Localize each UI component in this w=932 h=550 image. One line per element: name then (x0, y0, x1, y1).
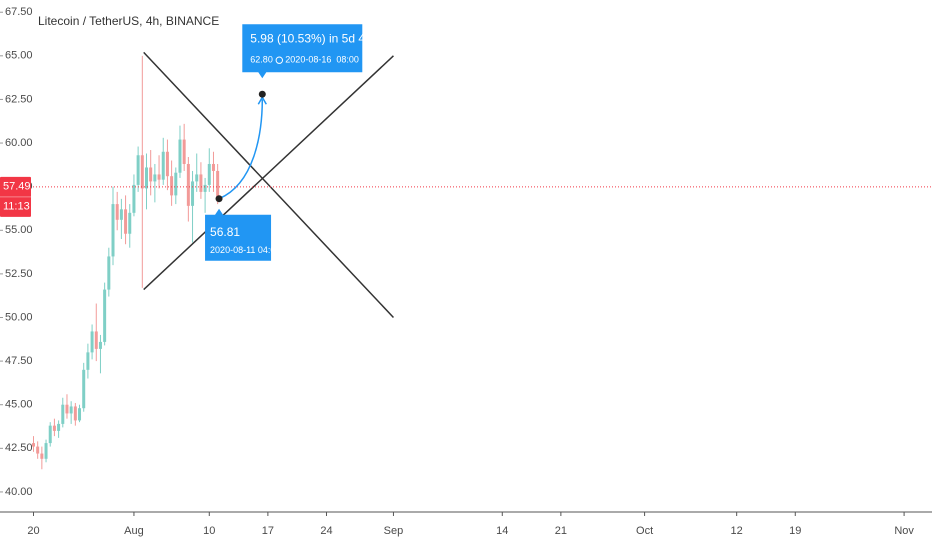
end-label: 5.98 (10.53%) in 5d 4h 62.80 2020-08-16 08… (242, 24, 372, 79)
candle-body (115, 204, 119, 220)
candle-body (203, 184, 207, 192)
candle-body (153, 174, 157, 182)
candle-body (111, 204, 115, 257)
candle-body (216, 170, 220, 199)
x-tick-label: 20 (27, 525, 39, 537)
candle-body (36, 446, 40, 454)
countdown-label: 11:13 (3, 201, 30, 213)
candle-body (161, 151, 165, 180)
candle-body (78, 408, 82, 421)
y-tick-label: 45.00 (5, 399, 33, 411)
clock-icon (275, 56, 283, 64)
candle-body (82, 369, 86, 409)
candle-body (44, 443, 48, 459)
x-tick-label: 10 (203, 525, 215, 537)
candle-body (144, 167, 148, 189)
start-date-label: 2020-08-11 04:00 (210, 245, 280, 255)
candle-body (57, 423, 61, 431)
y-tick-label: 47.50 (5, 355, 33, 367)
candle-body (211, 163, 215, 171)
trend-line (143, 51, 394, 319)
candle-body (86, 352, 90, 370)
x-tick-label: Nov (894, 525, 914, 537)
candle-body (48, 425, 52, 444)
y-tick-label: 62.50 (5, 93, 33, 105)
candle-body (140, 155, 144, 189)
x-tick-label: 14 (496, 525, 508, 537)
candle-body (195, 174, 199, 182)
candle-body (65, 404, 69, 414)
candle-body (182, 139, 186, 164)
candle-body (119, 209, 123, 220)
candle-body (69, 406, 73, 414)
y-tick-label: 60.00 (5, 137, 33, 149)
candle-body (207, 163, 211, 185)
x-tick-label: 21 (555, 525, 567, 537)
start-label-box (205, 208, 272, 261)
x-tick-label: 12 (731, 525, 743, 537)
candle-body (174, 172, 178, 196)
y-tick-label: 67.50 (5, 6, 33, 18)
projection-end (258, 90, 266, 98)
candle-body (52, 425, 56, 431)
start-label: 56.81 2020-08-11 04:00 (205, 208, 280, 261)
x-tick-label: Aug (124, 525, 144, 537)
end-label-box (242, 24, 363, 79)
candle-body (40, 453, 44, 459)
candle-body (136, 155, 140, 185)
x-tick-label: Sep (384, 525, 404, 537)
candle-body (132, 184, 136, 213)
candle-body (178, 139, 182, 173)
end-date-label: 2020-08-16 08:00 (285, 55, 359, 65)
start-price-label: 56.81 (210, 225, 240, 239)
y-tick-label: 55.00 (5, 224, 33, 236)
y-tick-label: 65.00 (5, 50, 33, 62)
candle-body (124, 209, 128, 234)
candle-body (128, 212, 132, 234)
end-change-label: 5.98 (10.53%) in 5d 4h (250, 31, 371, 45)
candle-body (170, 176, 174, 196)
x-tick-label: 19 (789, 525, 801, 537)
candle-body (165, 151, 169, 177)
y-tick-label: 52.50 (5, 268, 33, 280)
candle-body (90, 331, 94, 353)
x-tick-label: 24 (320, 525, 332, 537)
end-price-label: 62.80 (250, 55, 273, 65)
candle-body (149, 167, 153, 182)
candle-body (73, 406, 77, 421)
candle-body (107, 256, 111, 290)
last-price-box (0, 176, 31, 217)
x-tick-label: Oct (636, 525, 653, 537)
trend-line (143, 55, 394, 291)
candle-body (199, 174, 203, 192)
candle-body (98, 341, 102, 349)
candle-body (103, 289, 107, 342)
candle-body (157, 174, 161, 180)
projection-arrow (218, 99, 264, 200)
candle-body (191, 181, 195, 206)
y-tick-label: 40.00 (5, 486, 33, 498)
candle-body (61, 404, 65, 424)
chart-title: Litecoin / TetherUS, 4h, BINANCE (38, 14, 219, 28)
y-tick-label: 42.50 (5, 442, 33, 454)
candle-body (94, 331, 98, 349)
projection-start (215, 195, 223, 203)
last-price-label: 57.49 (3, 181, 31, 193)
candle-body (186, 163, 190, 206)
candle-body (31, 443, 35, 447)
x-tick-label: 17 (262, 525, 274, 537)
y-tick-label: 50.00 (5, 311, 33, 323)
